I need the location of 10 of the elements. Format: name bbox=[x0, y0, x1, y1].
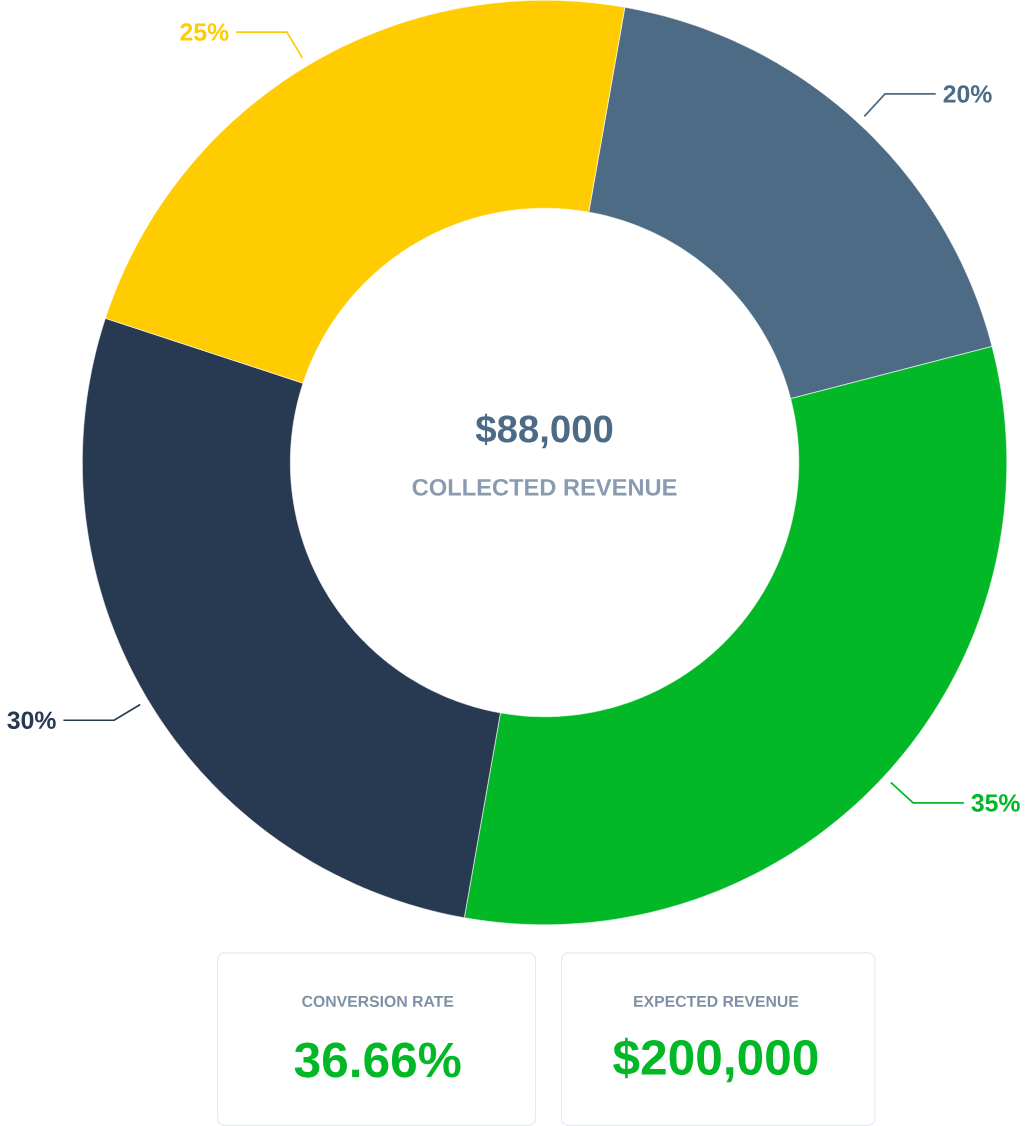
text: $200,000 bbox=[613, 1037, 818, 1083]
text: $88,000 bbox=[475, 413, 613, 449]
data-label: 35% bbox=[971, 794, 1020, 812]
data-label: 20% bbox=[943, 85, 992, 103]
data-label: 25% bbox=[180, 23, 229, 41]
text: EXPECTED REVENUE bbox=[634, 995, 799, 1008]
data-label: 30% bbox=[7, 711, 56, 730]
text: CONVERSION RATE bbox=[302, 995, 454, 1008]
text: 36.66% bbox=[294, 1042, 461, 1078]
text: COLLECTED REVENUE bbox=[412, 478, 677, 496]
